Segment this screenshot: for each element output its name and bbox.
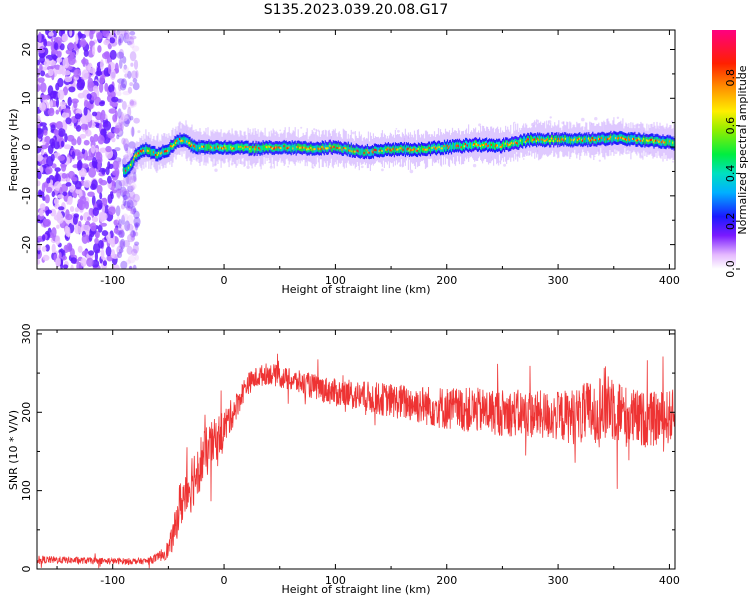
snr-x-tick-label-3: 200	[436, 574, 457, 587]
spectrogram-frame	[36, 29, 676, 270]
spectrogram-x-tick-label-0: -100	[100, 274, 125, 287]
spectrogram-plot-area	[37, 30, 675, 269]
snr-x-tick-label-5: 400	[659, 574, 680, 587]
snr-y-tick-label-0: 0	[20, 566, 33, 573]
colorbar-tick-label-2: 0.4	[724, 165, 737, 183]
spectrogram-x-tick-label-1: 0	[221, 274, 228, 287]
spectrogram-ylabel: Frequency (Hz)	[7, 109, 20, 192]
colorbar-label: Normalized spectral amplitude	[736, 65, 749, 234]
spectrogram-x-tick-label-5: 400	[659, 274, 680, 287]
spectrogram-x-tick-label-3: 200	[436, 274, 457, 287]
snr-plot-area	[37, 353, 675, 569]
ridge-core	[123, 130, 675, 178]
colorbar-tick-label-4: 0.8	[724, 69, 737, 87]
colorbar-ticks: 0.0 0.2 0.4 0.6 0.8	[724, 69, 740, 278]
chart-title: S135.2023.039.20.08.G17	[264, 2, 449, 18]
snr-series-line	[37, 353, 675, 569]
snr-y-tick-label-1: 100	[20, 480, 33, 501]
snr-y-tick-label-2: 200	[20, 402, 33, 423]
snr-y-tick-label-3: 300	[20, 323, 33, 344]
colorbar-tick-label-1: 0.2	[724, 212, 737, 230]
snr-frame	[36, 329, 676, 570]
noise-region	[37, 30, 141, 269]
snr-x-tick-label-4: 300	[548, 574, 569, 587]
colorbar-gradient	[712, 30, 736, 269]
spectrogram-y-tick-label-1: -10	[20, 187, 33, 205]
spectrogram-y-tick-label-3: 10	[20, 91, 33, 105]
colorbar: 0.0 0.2 0.4 0.6 0.8 Normalized spectral ampl…	[712, 30, 749, 278]
snr-x-tick-label-2: 100	[325, 574, 346, 587]
snr-panel: -100 0 100 200 300 400 0 100 200 300 Height of st…	[7, 323, 680, 596]
spectrogram-y-tick-label-0: -20	[20, 236, 33, 254]
snr-axes: -100 0 100 200 300 400 0 100 200 300	[20, 323, 680, 587]
spectrogram-x-tick-label-4: 300	[548, 274, 569, 287]
spectrogram-x-tick-label-2: 100	[325, 274, 346, 287]
colorbar-tick-label-3: 0.6	[724, 117, 737, 135]
snr-x-tick-label-0: -100	[100, 574, 125, 587]
spectrogram-xlabel: Height of straight line (km)	[281, 283, 430, 296]
snr-ylabel: SNR (10 * V/V)	[7, 410, 20, 490]
spectrogram-y-tick-label-2: 0	[20, 144, 33, 151]
snr-xlabel: Height of straight line (km)	[281, 583, 430, 596]
colorbar-tick-label-0: 0.0	[724, 260, 737, 278]
snr-x-tick-label-1: 0	[221, 574, 228, 587]
spectrogram-y-tick-label-4: 20	[20, 43, 33, 57]
